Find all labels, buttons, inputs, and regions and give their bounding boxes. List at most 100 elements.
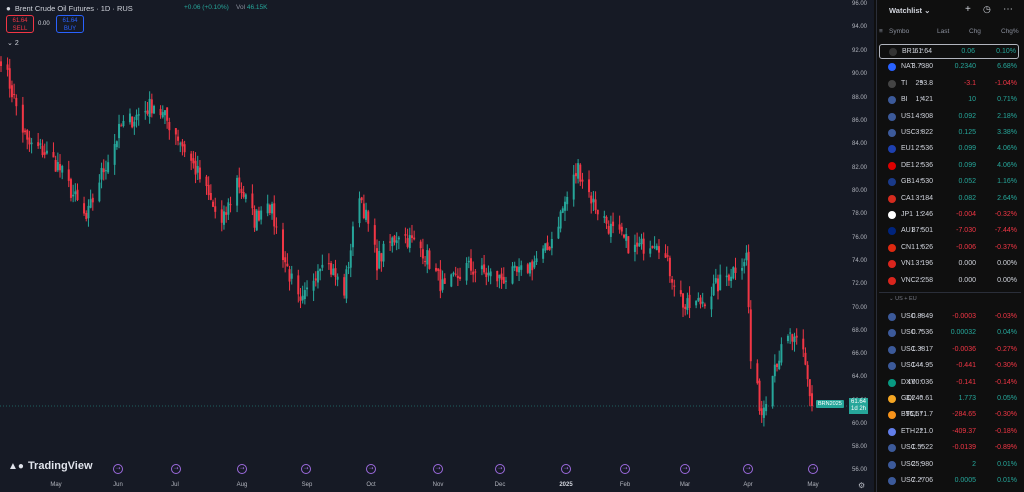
calendar-event-icon[interactable]: ⇢ (561, 464, 571, 474)
watchlist-row[interactable]: CN1 • 1.626 -0.006 -0.37% (879, 241, 1019, 256)
candle-body (607, 225, 610, 234)
watchlist-title[interactable]: Watchlist ⌄ (889, 6, 930, 15)
candle-body (404, 234, 407, 236)
watchlist-row[interactable]: US1 • 4.308 0.092 2.18% (879, 110, 1019, 125)
row-last: 3,240.61 (905, 395, 933, 402)
watchlist-row[interactable]: USC • 1.5522 -0.0139 -0.89% (879, 441, 1019, 456)
calendar-event-icon[interactable]: ⇢ (433, 464, 443, 474)
candle-body (758, 380, 761, 411)
watchlist-row[interactable]: VN1 • 3.196 0.000 0.00% (879, 257, 1019, 272)
candle-body (45, 150, 48, 154)
status-dot-icon: • (920, 361, 923, 369)
gear-icon[interactable]: ⚙ (858, 481, 866, 490)
watchlist-row[interactable]: USC • 3.822 0.125 3.38% (879, 126, 1019, 141)
candle-body (467, 260, 470, 263)
watchlist-row[interactable]: CA1 • 3.184 0.082 2.64% (879, 192, 1019, 207)
watchlist-row[interactable]: AU1 • 87.501 -7.030 -7.44% (879, 224, 1019, 239)
columns-icon[interactable]: ≡ (879, 28, 883, 35)
candle-body (24, 130, 27, 133)
watchlist-row[interactable]: NAT • 3.7380 0.2340 6.68% (879, 60, 1019, 75)
watchlist-row[interactable]: DXY • 100.036 -0.141 -0.14% (879, 376, 1019, 391)
candle-body (504, 280, 507, 282)
candle-body (131, 116, 134, 128)
calendar-event-icon[interactable]: ⇢ (113, 464, 123, 474)
candle-body (174, 128, 177, 135)
row-symbol: GB1 (901, 178, 916, 186)
candle-body (421, 249, 424, 259)
calendar-event-icon[interactable]: ⇢ (680, 464, 690, 474)
status-dot-icon: • (920, 242, 923, 250)
watchlist-row[interactable]: USC • 25,980 2 0.01% (879, 458, 1019, 473)
col-last[interactable]: Last (937, 28, 950, 35)
watchlist-row[interactable]: BI • 1,421 10 0.71% (879, 93, 1019, 108)
candle-body (730, 276, 733, 281)
watchlist-row[interactable]: USC • 0.8849 -0.0003 -0.03% (879, 310, 1019, 325)
watchlist-row[interactable]: BR1 • 61.64 0.06 0.10% (879, 44, 1019, 59)
more-options-icon[interactable]: ⋯ (1003, 4, 1013, 15)
row-last: 144.95 (911, 362, 933, 370)
row-change-pct: -7.44% (994, 227, 1017, 235)
tradingview-logo[interactable]: ▲● TradingView (8, 460, 93, 472)
candle-body (671, 279, 674, 283)
candle-body (655, 245, 658, 250)
watchlist-row[interactable]: USC • 0.7536 0.00032 0.04% (879, 326, 1019, 341)
candle-body (56, 162, 59, 171)
calendar-event-icon[interactable]: ⇢ (237, 464, 247, 474)
candle-body (365, 209, 368, 220)
watchlist-row[interactable]: DE1 • 2.536 0.099 4.06% (879, 159, 1019, 174)
row-change: 0.052 (958, 178, 976, 186)
watchlist-row[interactable]: USC • 7.2706 0.0005 0.01% (879, 474, 1019, 489)
watchlist-row[interactable]: GB1 • 4.530 0.052 1.16% (879, 175, 1019, 190)
candle-body (623, 234, 626, 238)
candle-body (572, 174, 575, 200)
candle-body (166, 107, 169, 121)
watchlist-row[interactable]: GOI • 3,240.61 1.773 0.05% (879, 392, 1019, 407)
row-change-pct: -0.14% (994, 378, 1017, 386)
watchlist-row[interactable]: USC • 1.3817 -0.0036 -0.27% (879, 343, 1019, 358)
row-change: 0.099 (958, 161, 976, 169)
eu-flag-icon (888, 145, 896, 154)
buy-button[interactable]: 61.64 BUY (56, 15, 84, 33)
sell-button[interactable]: 61.64 SELL (6, 15, 34, 33)
calendar-event-icon[interactable]: ⇢ (366, 464, 376, 474)
watchlist-row[interactable]: USC • 144.95 -0.441 -0.30% (879, 359, 1019, 374)
col-symbol[interactable]: Symbo (889, 28, 910, 35)
candle-body (791, 334, 794, 342)
candle-body (275, 226, 278, 228)
watchlist-row[interactable]: BTCL • 95,571.7 -284.65 -0.30% (879, 408, 1019, 423)
candle-body (118, 123, 121, 139)
col-chgp[interactable]: Chg% (1001, 28, 1019, 35)
watchlist-row[interactable]: ETH • 221.0 -409.37 -0.18% (879, 425, 1019, 440)
advanced-view-icon[interactable]: ◷ (983, 4, 991, 14)
section-label[interactable]: ⌄ US + EU (889, 296, 917, 302)
calendar-event-icon[interactable]: ⇢ (301, 464, 311, 474)
candle-body (238, 177, 241, 188)
candlestick-chart[interactable] (0, 0, 874, 492)
candle-body (581, 179, 584, 182)
candle-body (375, 248, 378, 271)
candle-body (321, 264, 324, 268)
candle-body (480, 265, 483, 270)
calendar-event-icon[interactable]: ⇢ (171, 464, 181, 474)
calendar-event-icon[interactable]: ⇢ (620, 464, 630, 474)
symbol-header[interactable]: ● Brent Crude Oil Futures · 1D · RUS (6, 4, 133, 13)
calendar-event-icon[interactable]: ⇢ (743, 464, 753, 474)
chevron-down-icon: ⌄ (924, 6, 931, 15)
indicators-toggle[interactable]: ⌄ 2 (7, 39, 19, 47)
watchlist-row[interactable]: EU1 • 2.536 0.099 4.06% (879, 142, 1019, 157)
watchlist-row[interactable]: TI • 293.8 -3.1 -1.04% (879, 77, 1019, 92)
candle-body (518, 266, 521, 273)
bitcoin-icon (888, 411, 896, 420)
ca-flag-icon (888, 194, 896, 203)
watchlist-row[interactable]: VNC • 2.258 0.000 0.00% (879, 274, 1019, 289)
row-change-pct: -0.18% (994, 427, 1017, 435)
add-symbol-icon[interactable]: + (965, 4, 971, 15)
status-dot-icon: • (920, 226, 923, 234)
calendar-event-icon[interactable]: ⇢ (808, 464, 818, 474)
chart-pane[interactable]: ● Brent Crude Oil Futures · 1D · RUS +0.… (0, 0, 874, 492)
watchlist-row[interactable]: JP1 • 1.246 -0.004 -0.32% (879, 208, 1019, 223)
row-symbol: EU1 (901, 145, 915, 153)
col-chg[interactable]: Chg (969, 28, 981, 35)
calendar-event-icon[interactable]: ⇢ (495, 464, 505, 474)
candle-body (544, 243, 547, 251)
